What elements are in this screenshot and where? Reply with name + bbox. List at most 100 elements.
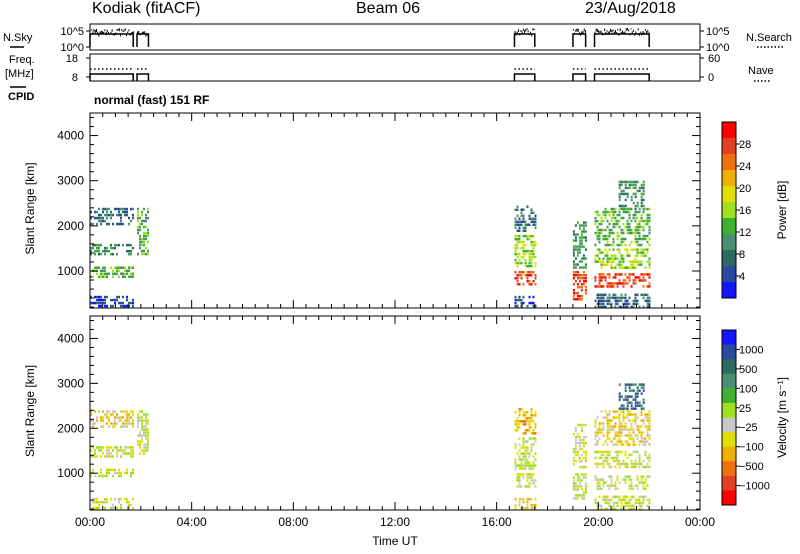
velocity-cell [524,458,527,461]
power-cell [526,280,529,283]
velocity-cell [572,459,575,463]
velocity-cell [145,443,147,446]
velocity-cell [574,459,577,463]
velocity-cell [620,410,623,413]
power-cell [582,283,585,286]
power-cell [638,234,641,238]
velocity-cell [644,453,647,457]
velocity-cell [514,506,517,510]
power-cell [580,277,583,280]
power-cell [524,252,527,256]
power-cell [598,285,601,288]
velocity-cell [524,414,527,417]
velocity-cell [632,440,635,443]
velocity-cell [640,507,643,511]
velocity-cell [530,497,533,501]
velocity-cell [100,419,102,422]
power-cell [640,216,643,220]
power-cell [594,305,597,309]
power-cell [524,234,527,238]
velocity-cell [610,440,613,443]
power-cell [602,302,605,306]
power-cell [132,207,134,211]
power-cell [141,243,143,247]
velocity-cell [114,416,116,419]
power-cell [520,223,523,226]
velocity-cell [638,462,641,466]
velocity-cell [602,434,605,437]
velocity-cell [526,473,529,476]
cpid-value: normal (fast) 151 RF [94,93,209,107]
velocity-cell [520,473,523,476]
noise-search-dot [635,31,637,34]
velocity-cell [98,410,100,413]
noise-search-dot [648,32,650,36]
velocity-ytick-label: 3000 [57,376,84,390]
power-cell [90,275,92,278]
power-cell [622,204,625,208]
power-cell [646,260,649,263]
velocity-cell [582,494,585,497]
power-cell [618,195,621,199]
velocity-cell [143,413,145,416]
power-cell [522,208,525,211]
power-cell [634,183,637,187]
power-cell [574,263,577,266]
velocity-cell [646,431,649,434]
velocity-cell [606,453,609,457]
velocity-cell [143,428,145,431]
power-cell [528,255,531,259]
velocity-cell [634,484,637,487]
power-ytick-label: 2000 [57,219,84,233]
velocity-cell [604,410,607,413]
power-cell [628,183,631,187]
velocity-cell [96,446,98,449]
velocity-colorbar-cell [722,461,736,477]
velocity-cell [614,484,617,487]
velocity-cell [143,425,145,428]
power-cell [606,237,609,241]
power-cell [636,263,639,266]
power-colorbar-cell [722,122,736,139]
power-cell [598,234,601,238]
power-cell [122,275,124,278]
power-cell [572,277,575,280]
velocity-cell [636,425,639,428]
power-cell [580,298,583,301]
velocity-cell [100,446,102,449]
noise-search-dot [530,31,532,34]
velocity-cell [602,422,605,425]
velocity-cell [624,386,627,389]
power-cell [642,186,645,190]
velocity-cell [141,449,143,452]
power-cell [636,254,639,257]
velocity-cell [616,440,619,443]
velocity-colorbar-tick-label: −25 [739,422,758,434]
power-cell [116,252,118,256]
power-cell [612,254,615,257]
velocity-cell [94,455,96,458]
power-cell [616,222,619,226]
velocity-cell [582,435,585,439]
power-cell [118,222,120,226]
power-colorbar-cell [722,138,736,155]
velocity-cell [602,450,605,454]
date-title: 23/Aug/2018 [585,0,676,17]
power-cell [90,216,92,220]
velocity-cell [622,478,625,481]
power-cell [126,207,128,211]
velocity-cell [90,419,92,422]
velocity-cell [628,484,631,487]
power-cell [618,248,621,251]
power-cell [122,222,124,226]
power-cell [534,214,537,217]
velocity-cell [524,423,527,426]
velocity-cell [616,487,619,490]
velocity-cell [608,465,611,469]
velocity-cell [620,498,623,502]
power-cell [624,207,627,211]
velocity-cell [622,404,625,407]
velocity-cell [648,425,651,428]
velocity-cell [600,422,603,425]
